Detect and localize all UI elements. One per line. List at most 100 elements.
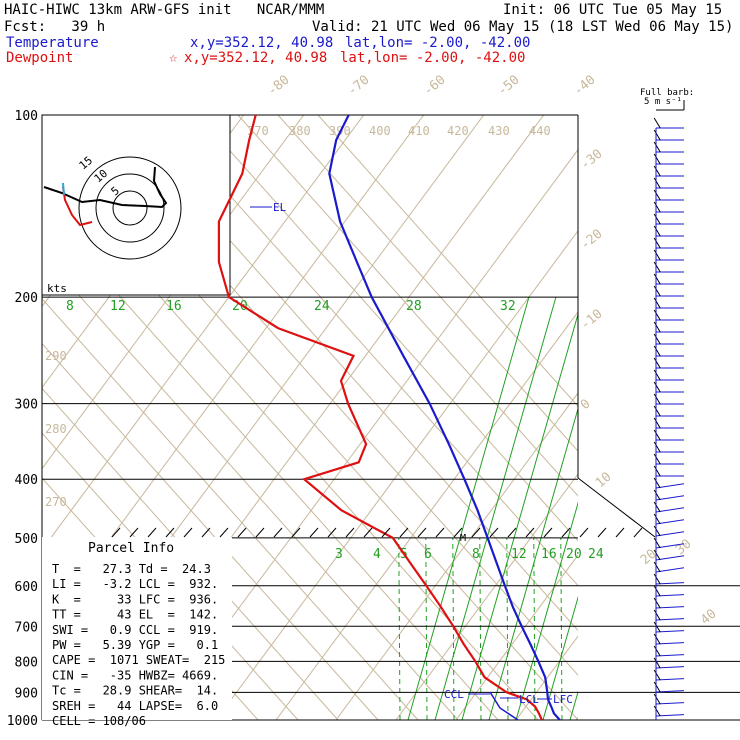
wind-barb-flag	[653, 237, 661, 249]
isotherm-line	[395, 473, 578, 720]
wind-barb-flag	[653, 393, 661, 405]
hatch-mark	[363, 527, 373, 538]
theta-label: 440	[529, 124, 551, 138]
mixing-ratio-line	[569, 690, 578, 720]
isotherm-label: -10	[578, 306, 606, 333]
isotherm-line	[455, 554, 578, 720]
isotherm-line	[215, 229, 578, 720]
mixing-ratio-dashed	[560, 537, 563, 720]
parcel-info-row: CAPE = 1071 SWEAT= 215	[52, 653, 225, 667]
wind-barb-flag	[653, 597, 661, 609]
wind-barb-flag	[653, 549, 661, 561]
theta-label: 280	[45, 422, 67, 436]
parcel-info-row: CIN = -35 HWBZ= 4669.	[52, 668, 218, 682]
isotherm-label: 10	[593, 470, 615, 492]
parcel-info-row: TT = 43 EL = 142.	[52, 608, 218, 622]
hatch-mark	[309, 527, 319, 538]
isotherm-line	[696, 115, 740, 720]
wind-barb-flag	[653, 285, 661, 297]
wind-barb-flag	[653, 381, 661, 393]
hatch-mark	[507, 527, 517, 538]
hatch-mark	[345, 527, 355, 538]
parcel-near-surface	[489, 691, 519, 721]
mixing-ratio-line	[542, 595, 578, 720]
hatch-mark	[579, 527, 589, 538]
hatch-mark	[201, 527, 211, 538]
wind-barb-flag	[653, 153, 661, 165]
isotherm-line	[275, 311, 578, 720]
hatch-line-500	[111, 527, 643, 538]
lfc-label: LFC	[553, 693, 573, 706]
wind-barb-flag	[653, 429, 661, 441]
wind-barb-shaft	[655, 582, 685, 585]
mixing-ratio-label: 6	[424, 547, 432, 562]
wind-barb-flag	[653, 213, 661, 225]
wind-barb-shaft	[655, 654, 685, 657]
hatch-mark	[165, 527, 175, 538]
el-label: EL	[273, 201, 287, 214]
wind-barb-flag	[653, 297, 661, 309]
hatch-mark	[633, 527, 643, 538]
wind-barb-flag	[653, 513, 661, 525]
pressure-label: 100	[15, 109, 38, 124]
hodograph-inset: 5 10 15 kts	[41, 114, 231, 296]
dewpoint-legend-latlon: lat,lon= -2.00, -42.00	[340, 50, 526, 66]
wind-barb-flag	[653, 177, 661, 189]
mixing-ratio-dashed	[398, 537, 401, 720]
hatch-mark	[561, 527, 571, 538]
wind-barb-flag	[653, 321, 661, 333]
wind-barb-flag	[653, 501, 661, 513]
wind-barb-shaft	[655, 495, 685, 501]
hatch-mark	[597, 527, 607, 538]
parcel-info-row: K = 33 LFC = 936.	[52, 592, 218, 606]
mixing-ratio-line	[705, 297, 740, 720]
wind-barb-flag	[653, 645, 661, 657]
wind-barb-flag	[653, 405, 661, 417]
valid-time: Valid: 21 UTC Wed 06 May 15 (18 LST Wed …	[312, 19, 734, 35]
mixing-ratio-label: 16	[541, 547, 557, 562]
wind-barb-flag	[653, 261, 661, 273]
hatch-mark	[237, 527, 247, 538]
dewpoint-legend-xy: x,y=352.12, 40.98	[184, 50, 328, 66]
theta-label: 400	[369, 124, 391, 138]
parcel-info-box: Parcel Info T = 27.3 Td = 24.3LI = -3.2 …	[42, 537, 232, 728]
temperature-profile	[328, 115, 561, 720]
hatch-mark	[417, 527, 427, 538]
wind-barb-flag	[653, 465, 661, 477]
wind-barb-flag	[653, 633, 661, 645]
parcel-info-row: T = 27.3 Td = 24.3	[52, 562, 211, 576]
temperature-legend-xy: x,y=352.12, 40.98	[190, 35, 334, 51]
mixing-ratio-label: 16	[166, 299, 182, 314]
wind-barbs	[653, 117, 685, 720]
isotherm-label: 40	[698, 607, 720, 629]
wind-barb-flag	[653, 201, 661, 213]
mixing-ratio-label: 8	[66, 299, 74, 314]
isotherm-label: -60	[421, 72, 449, 99]
lcl-label: LCL	[519, 693, 539, 706]
dry-adiabat-line	[42, 297, 419, 720]
hatch-mark	[147, 527, 157, 538]
wind-barb-flag	[653, 693, 661, 705]
hatch-mark	[273, 527, 283, 538]
hatch-mark	[435, 527, 445, 538]
hatch-mark	[111, 527, 121, 538]
mixing-ratio-line	[434, 296, 557, 720]
isotherm-label: -80	[265, 72, 293, 99]
wind-barb-flag	[653, 417, 661, 429]
isotherm-label: -70	[345, 72, 373, 99]
wind-barb-flag	[653, 657, 661, 669]
dewpoint-profile	[217, 115, 543, 720]
theta-label: 430	[488, 124, 510, 138]
wind-barb-flag	[653, 621, 661, 633]
parcel-info-title: Parcel Info	[88, 541, 174, 556]
wind-barb-flag	[653, 189, 661, 201]
isotherm-label: 0	[578, 397, 594, 414]
wind-barb-flag	[653, 357, 661, 369]
mixing-ratio-label: 32	[500, 299, 516, 314]
pressure-label: 600	[15, 580, 38, 595]
dry-adiabat-line	[197, 115, 578, 542]
wind-barb-shaft	[655, 507, 685, 513]
wind-barb-flag	[653, 585, 661, 597]
mixing-ratio-line	[597, 297, 718, 720]
